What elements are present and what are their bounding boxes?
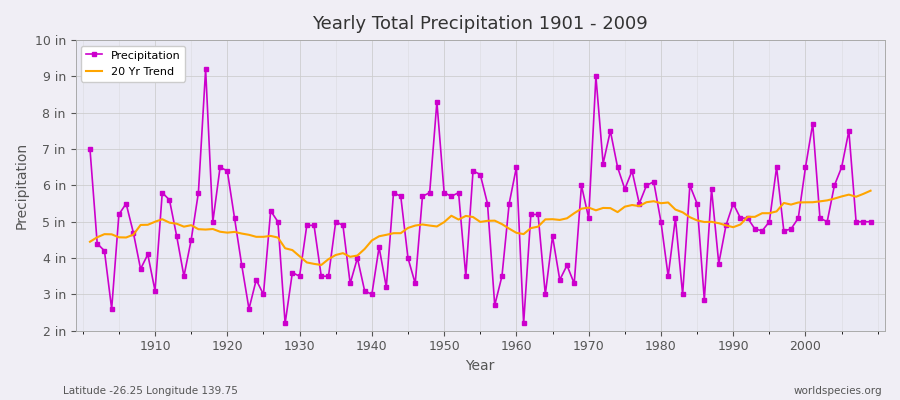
Precipitation bbox=[518, 321, 529, 326]
Precipitation bbox=[612, 165, 623, 170]
Precipitation bbox=[865, 219, 876, 224]
20 Yr Trend bbox=[605, 206, 616, 210]
Precipitation bbox=[316, 274, 327, 279]
Precipitation bbox=[142, 252, 153, 257]
Line: Precipitation: Precipitation bbox=[88, 68, 872, 325]
20 Yr Trend bbox=[85, 239, 95, 244]
Precipitation bbox=[280, 321, 291, 326]
Text: worldspecies.org: worldspecies.org bbox=[794, 386, 882, 396]
20 Yr Trend bbox=[352, 253, 363, 258]
20 Yr Trend bbox=[865, 188, 876, 193]
Precipitation bbox=[200, 67, 211, 72]
20 Yr Trend bbox=[142, 222, 153, 227]
Legend: Precipitation, 20 Yr Trend: Precipitation, 20 Yr Trend bbox=[81, 46, 185, 82]
Precipitation bbox=[85, 147, 95, 152]
20 Yr Trend bbox=[316, 262, 327, 267]
20 Yr Trend bbox=[302, 260, 312, 265]
Title: Yearly Total Precipitation 1901 - 2009: Yearly Total Precipitation 1901 - 2009 bbox=[312, 15, 648, 33]
Y-axis label: Precipitation: Precipitation bbox=[15, 142, 29, 229]
20 Yr Trend bbox=[511, 230, 522, 235]
Line: 20 Yr Trend: 20 Yr Trend bbox=[90, 191, 870, 265]
Precipitation bbox=[526, 212, 536, 217]
20 Yr Trend bbox=[518, 232, 529, 236]
X-axis label: Year: Year bbox=[465, 359, 495, 373]
Text: Latitude -26.25 Longitude 139.75: Latitude -26.25 Longitude 139.75 bbox=[63, 386, 238, 396]
Precipitation bbox=[359, 288, 370, 293]
